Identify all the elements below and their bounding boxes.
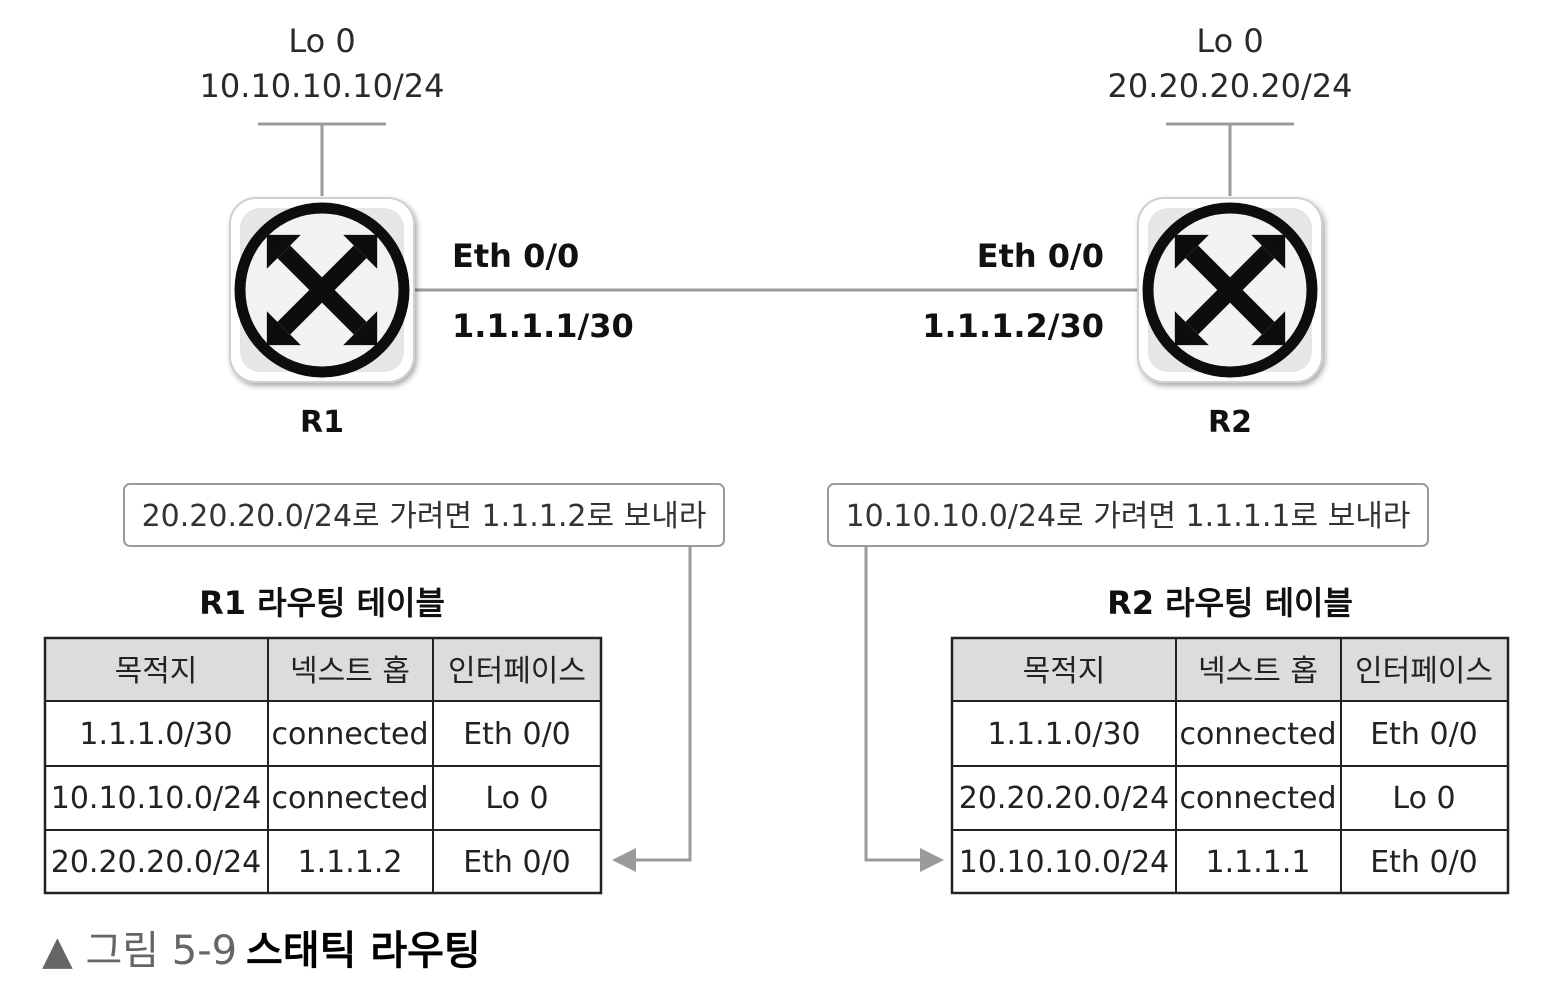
r1-router-icon [230, 198, 414, 382]
table-row: 20.20.20.0/24 1.1.1.2 Eth 0/0 [51, 845, 571, 880]
r2-row3-next-hop: 1.1.1.1 [1206, 845, 1311, 880]
r2-row1-next-hop: connected [1179, 717, 1336, 752]
r2-row2-next-hop: connected [1179, 781, 1336, 816]
r2-header-interface: 인터페이스 [1355, 654, 1493, 689]
r2-router-icon [1138, 198, 1322, 382]
r2-note-arrow [864, 546, 944, 872]
r2-loopback-label: Lo 0 [1196, 22, 1263, 60]
r1-routing-table: 목적지 넥스트 홉 인터페이스 1.1.1.0/30 connected Eth… [43, 636, 603, 895]
r1-note-arrow [612, 546, 692, 872]
r1-header-interface: 인터페이스 [448, 654, 586, 689]
r1-header-destination: 목적지 [115, 654, 198, 689]
r1-note: 20.20.20.0/24로 가려면 1.1.1.2로 보내라 [123, 483, 725, 547]
r1-row3-next-hop: 1.1.1.2 [298, 845, 403, 880]
r1-loopback: Lo 0 10.10.10.10/24 [200, 22, 445, 196]
r1-row3-destination: 20.20.20.0/24 [51, 845, 262, 880]
table-row: 1.1.1.0/30 connected Eth 0/0 [987, 717, 1477, 752]
r2-row1-interface: Eth 0/0 [1370, 717, 1478, 752]
r2-eth-label: Eth 0/0 [977, 237, 1104, 275]
r2-loopback: Lo 0 20.20.20.20/24 [1108, 22, 1353, 196]
r1-row2-next-hop: connected [271, 781, 428, 816]
arrowhead-right-icon [920, 848, 944, 872]
r1-row1-next-hop: connected [271, 717, 428, 752]
table-row: 10.10.10.0/24 connected Lo 0 [51, 781, 549, 816]
r2-row3-destination: 10.10.10.0/24 [959, 845, 1170, 880]
r1-row3-interface: Eth 0/0 [463, 845, 571, 880]
r2-loopback-ip: 20.20.20.20/24 [1108, 67, 1353, 105]
r1-name: R1 [300, 405, 344, 440]
r2-row1-destination: 1.1.1.0/30 [987, 717, 1140, 752]
table-row: 1.1.1.0/30 connected Eth 0/0 [79, 717, 570, 752]
r2-routing-table: 목적지 넥스트 홉 인터페이스 1.1.1.0/30 connected Eth… [950, 636, 1510, 895]
caption-prefix: ▲ 그림 5-9 [42, 928, 237, 974]
r2-header-next-hop: 넥스트 홉 [1198, 654, 1318, 689]
r1-eth-ip: 1.1.1.1/30 [452, 307, 634, 345]
r1-note-text: 20.20.20.0/24로 가려면 1.1.1.2로 보내라 [142, 499, 707, 534]
r2-eth-ip: 1.1.1.2/30 [922, 307, 1104, 345]
arrowhead-left-icon [612, 848, 636, 872]
r2-row2-interface: Lo 0 [1392, 781, 1455, 816]
table-row: 10.10.10.0/24 1.1.1.1 Eth 0/0 [959, 845, 1478, 880]
figure-caption: ▲ 그림 5-9 스태틱 라우팅 [42, 928, 481, 974]
caption-title: 스태틱 라우팅 [246, 928, 481, 974]
r2-header-destination: 목적지 [1023, 654, 1106, 689]
r1-row2-interface: Lo 0 [485, 781, 548, 816]
r2-note-text: 10.10.10.0/24로 가려면 1.1.1.1로 보내라 [846, 499, 1411, 534]
r1-table-title: R1 라우팅 테이블 [199, 584, 445, 622]
r1-eth-label: Eth 0/0 [452, 237, 579, 275]
table-row: 20.20.20.0/24 connected Lo 0 [959, 781, 1456, 816]
r2-name: R2 [1208, 405, 1252, 440]
r2-row3-interface: Eth 0/0 [1370, 845, 1478, 880]
r2-table-title: R2 라우팅 테이블 [1107, 584, 1353, 622]
r1-header-next-hop: 넥스트 홉 [290, 654, 410, 689]
r1-loopback-label: Lo 0 [288, 22, 355, 60]
r1-row1-destination: 1.1.1.0/30 [79, 717, 232, 752]
r2-row2-destination: 20.20.20.0/24 [959, 781, 1170, 816]
r1-loopback-ip: 10.10.10.10/24 [200, 67, 445, 105]
r2-note: 10.10.10.0/24로 가려면 1.1.1.1로 보내라 [827, 483, 1429, 547]
r1-row1-interface: Eth 0/0 [463, 717, 571, 752]
r1-row2-destination: 10.10.10.0/24 [51, 781, 262, 816]
